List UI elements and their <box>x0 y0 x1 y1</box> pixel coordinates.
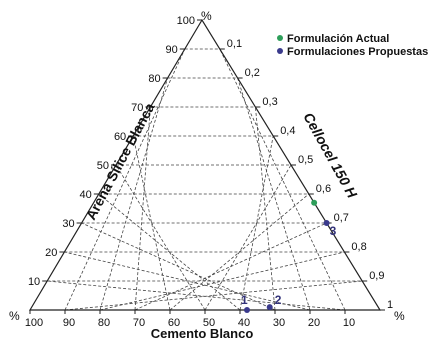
grid-lines <box>47 48 363 311</box>
bottom-tick-label: 80 <box>98 317 110 329</box>
bottom-tick-label: 20 <box>308 317 320 329</box>
grid-line <box>239 135 274 311</box>
grid-line <box>134 106 151 311</box>
right-tick-label: 0,2 <box>245 67 260 79</box>
left-tick-label: 20 <box>45 247 57 259</box>
grid-line <box>98 193 241 311</box>
left-tick-label: 60 <box>114 131 126 143</box>
grid-line <box>115 164 206 311</box>
right-tick-label: 0,3 <box>262 96 277 108</box>
legend-label-proposed: Formulaciones Propuestas <box>287 46 428 58</box>
top-corner-unit: % <box>201 9 212 23</box>
bottom-tick-label: 70 <box>133 317 145 329</box>
point-label: 2 <box>275 293 282 307</box>
right-tick-label: 0,9 <box>369 270 384 282</box>
grid-line <box>219 48 346 311</box>
right-tick-label: 0,1 <box>227 38 242 50</box>
grid-line <box>81 222 276 311</box>
bottom-tick-label: 50 <box>203 317 215 329</box>
bottom-tick-label: 30 <box>273 317 285 329</box>
grid-line <box>204 164 292 311</box>
bottom-tick-label: 100 <box>25 317 43 329</box>
left-tick-label: 80 <box>148 73 160 85</box>
left-tick-label: 50 <box>97 160 109 172</box>
bottom-tick-label: 90 <box>63 317 75 329</box>
grid-line <box>64 48 186 311</box>
left-tick-label: 40 <box>80 189 92 201</box>
legend-marker-proposed <box>277 48 283 54</box>
right-tick-label: 0,8 <box>351 241 366 253</box>
grid-line <box>47 280 346 311</box>
point-formulacion-propuesta <box>266 304 273 311</box>
point-formulacion-propuesta <box>244 307 250 313</box>
right-tick-label: 1 <box>387 299 393 311</box>
bottom-axis-title: Cemento Blanco <box>151 326 254 341</box>
bottom-tick-label: 10 <box>343 317 355 329</box>
data-points: 3 1 2 <box>241 199 337 313</box>
grid-line <box>255 106 276 311</box>
left-tick-label: 10 <box>28 276 40 288</box>
right-tick-label: 0,4 <box>280 125 295 137</box>
left-tick-label: 30 <box>62 218 74 230</box>
right-corner-unit: % <box>394 309 405 323</box>
right-tick-label: 0,7 <box>334 212 349 224</box>
left-tick-label: 100 <box>177 15 195 27</box>
grid-line <box>237 77 311 311</box>
left-corner-unit: % <box>9 309 20 323</box>
grid-line <box>64 251 311 311</box>
left-tick-label: 90 <box>166 44 178 56</box>
left-tick-label: 70 <box>131 102 143 114</box>
left-axis-title: Arena Sílice Blanca <box>83 100 158 222</box>
right-tick-label: 0,5 <box>298 154 313 166</box>
right-tick-label: 0,6 <box>316 183 331 195</box>
right-axis-ticks: 0,1 0,2 0,3 0,4 0,5 0,6 0,7 0,8 0,9 1 <box>219 38 393 311</box>
bottom-tick-label: 60 <box>168 317 180 329</box>
grid-line <box>99 251 345 311</box>
point-label: 3 <box>330 224 337 238</box>
legend-marker-actual <box>277 35 283 41</box>
bottom-axis-ticks: 100 90 80 70 60 50 40 30 20 10 <box>25 310 355 329</box>
legend: Formulación Actual Formulaciones Propues… <box>277 33 428 58</box>
bottom-tick-label: 40 <box>238 317 250 329</box>
point-label: 1 <box>241 293 248 307</box>
left-axis-ticks: 10 20 30 40 50 60 70 80 90 100 <box>28 15 202 288</box>
point-formulacion-propuesta <box>323 220 330 226</box>
legend-label-actual: Formulación Actual <box>287 33 389 45</box>
point-formulacion-actual <box>311 199 318 206</box>
